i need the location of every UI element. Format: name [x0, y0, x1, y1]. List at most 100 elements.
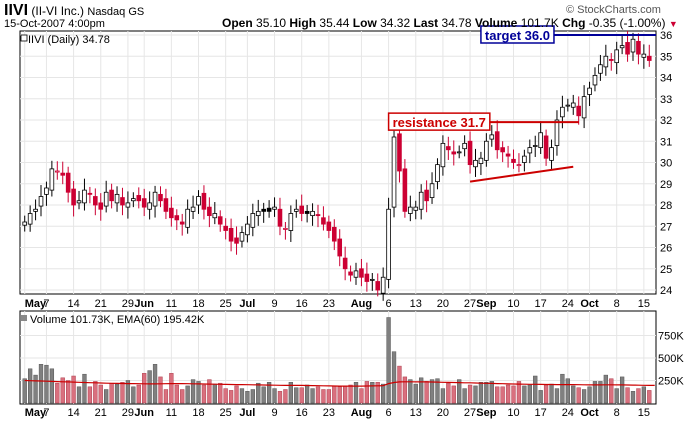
x-tick-label: 23: [323, 298, 335, 310]
x-tick-label-volume: 24: [562, 407, 574, 419]
x-tick-label-volume: 21: [95, 407, 107, 419]
candle-body: [207, 206, 212, 217]
volume-bar: [435, 378, 440, 404]
x-tick-label: 7: [43, 298, 49, 310]
x-tick-label: Oct: [580, 298, 599, 310]
candle-body: [641, 53, 647, 58]
volume-bar: [500, 386, 505, 404]
volume-bar: [603, 374, 608, 404]
candle-body: [348, 271, 353, 276]
candle-body: [424, 189, 429, 202]
volume-bar: [114, 383, 120, 404]
candle-body: [109, 189, 114, 202]
candle-body: [429, 183, 435, 198]
candle-body: [326, 221, 332, 231]
x-tick-label-volume: 29: [122, 407, 134, 419]
change-value: -0.35 (-1.00%): [588, 16, 666, 30]
volume-bar: [527, 384, 532, 404]
candle-body: [288, 213, 294, 231]
volume-bar: [76, 386, 82, 404]
resistance-annotation-box: [387, 112, 491, 131]
candle-body: [114, 193, 120, 204]
candle-body: [473, 159, 478, 168]
candle-body: [147, 202, 152, 210]
candle-body: [299, 205, 304, 214]
candle-body: [581, 96, 587, 119]
candle-body: [364, 273, 370, 282]
candle-body: [370, 278, 375, 281]
volume-bar: [560, 373, 565, 404]
candle-body: [380, 276, 386, 294]
candle-body: [603, 55, 609, 68]
volume-bar: [587, 386, 592, 404]
volume-legend: Volume 101.73K, EMA(60) 195.42K: [30, 314, 205, 326]
volume-bar: [440, 388, 446, 404]
candle-body: [321, 217, 326, 225]
volume-bar: [55, 382, 60, 404]
volume-bar: [266, 382, 272, 404]
candle-body: [359, 268, 364, 278]
x-tick-label: 24: [562, 298, 574, 310]
candle-body: [337, 238, 343, 257]
candle-body: [554, 119, 560, 146]
candle-body: [266, 207, 272, 212]
x-tick-label: 20: [437, 298, 449, 310]
volume-bar: [576, 387, 581, 404]
candle-body: [614, 49, 619, 64]
resistance-annotation-text: resistance 31.7: [393, 115, 486, 130]
candle-body: [190, 206, 196, 212]
volume-bar: [66, 380, 71, 404]
volume-bar: [142, 373, 147, 404]
resistance-annotation: resistance 31.7: [387, 112, 491, 131]
candle-body: [131, 198, 136, 202]
price-legend: IIVI (Daily) 34.78: [28, 34, 110, 46]
candle-body: [532, 145, 538, 147]
high-value: 35.44: [319, 16, 350, 30]
x-tick-label-volume: 9: [271, 407, 277, 419]
volume-bar: [256, 382, 261, 404]
candle-body: [511, 158, 516, 163]
volume-bar: [424, 381, 429, 404]
candle-body: [141, 198, 147, 208]
volume-bar: [158, 376, 163, 404]
candle-body: [418, 191, 424, 210]
volume-bar: [495, 386, 500, 404]
volume-bar: [310, 388, 315, 404]
candle-body: [467, 140, 473, 166]
x-tick-label: 17: [535, 298, 547, 310]
volume-bar: [136, 384, 141, 404]
x-tick-label-volume: 20: [437, 407, 449, 419]
candle-body: [22, 221, 28, 226]
volume-bar: [49, 368, 55, 404]
candle-body: [478, 157, 484, 164]
x-tick-label-volume: Aug: [351, 407, 372, 419]
candle-body: [516, 164, 522, 167]
volume-bar: [218, 382, 223, 404]
candle-body: [391, 136, 397, 208]
company-name: (II-VI Inc.): [31, 4, 85, 18]
x-tick-label-volume: 17: [535, 407, 547, 419]
volume-bar: [196, 381, 201, 404]
candle-body: [608, 59, 614, 61]
target-annotation: target 36.0: [480, 25, 555, 44]
x-tick-label: Aug: [351, 298, 372, 310]
volume-bar: [22, 378, 27, 404]
candle-body: [500, 147, 505, 153]
candle-body: [570, 102, 576, 108]
volume-bar: [473, 385, 478, 404]
target-annotation-text: target 36.0: [485, 28, 550, 43]
x-tick-label: 8: [614, 298, 620, 310]
volume-bar: [125, 380, 131, 404]
candle-body: [212, 213, 218, 219]
volume-bar: [429, 379, 435, 404]
candlesticks: [22, 30, 652, 301]
volume-bar: [234, 385, 239, 404]
volume-bar: [538, 390, 543, 404]
volume-bar: [185, 385, 190, 404]
volume-bar: [60, 377, 65, 404]
candle-body: [304, 210, 310, 214]
x-tick-label: 16: [296, 298, 308, 310]
candle-body: [223, 225, 228, 231]
volume-bar: [201, 384, 207, 404]
